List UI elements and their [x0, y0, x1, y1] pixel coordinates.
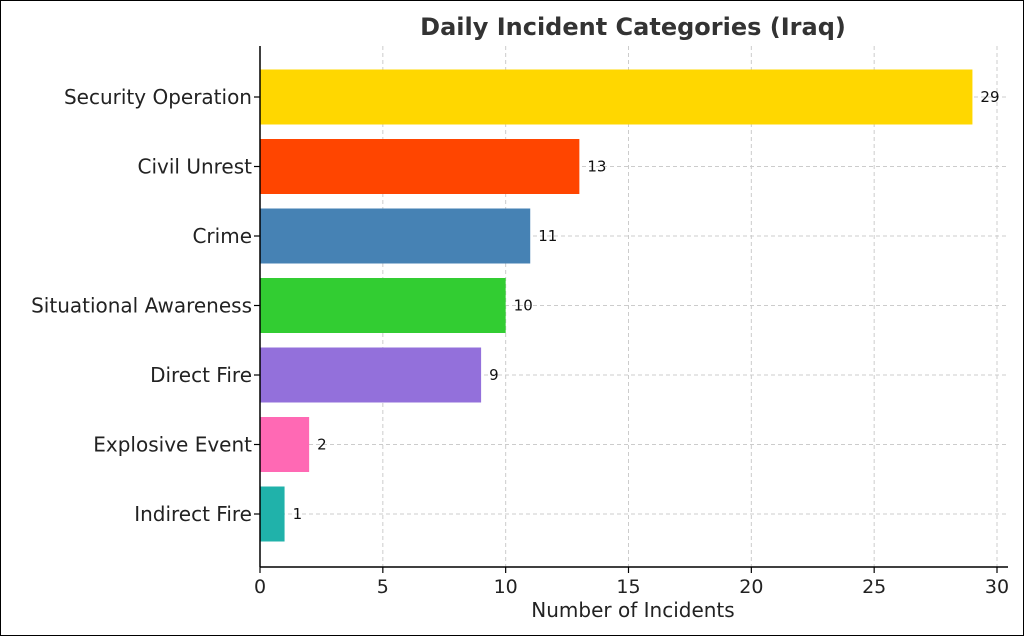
x-tick-label: 25 — [862, 576, 886, 598]
grid-layer — [259, 46, 1008, 567]
bar — [260, 417, 310, 472]
data-label: 9 — [489, 366, 499, 384]
category-label: Explosive Event — [93, 433, 252, 457]
bar — [260, 69, 973, 125]
bar — [260, 208, 531, 264]
data-label: 13 — [587, 158, 606, 176]
category-label: Security Operation — [64, 85, 252, 109]
x-tick-label: 5 — [377, 576, 389, 598]
x-tick-label: 20 — [739, 576, 763, 598]
chart-title: Daily Incident Categories (Iraq) — [420, 13, 846, 41]
category-label: Civil Unrest — [138, 155, 253, 179]
category-label: Crime — [192, 224, 252, 248]
x-tick-label: 30 — [985, 576, 1009, 598]
category-label: Situational Awareness — [31, 294, 252, 318]
x-tick-label: 0 — [254, 576, 266, 598]
data-label: 2 — [317, 436, 327, 454]
bar — [260, 347, 482, 403]
data-label: 1 — [293, 505, 303, 523]
bar — [260, 486, 285, 542]
data-label: 10 — [514, 297, 533, 315]
x-axis-label: Number of Incidents — [531, 598, 734, 622]
data-label: 11 — [538, 227, 557, 245]
category-label: Direct Fire — [150, 363, 252, 387]
category-label: Indirect Fire — [134, 502, 252, 526]
x-tick-label: 10 — [494, 576, 518, 598]
bar — [260, 278, 506, 333]
data-label: 29 — [980, 88, 999, 106]
x-tick-label: 15 — [616, 576, 640, 598]
bar-layer — [260, 69, 973, 542]
bar — [260, 139, 580, 194]
